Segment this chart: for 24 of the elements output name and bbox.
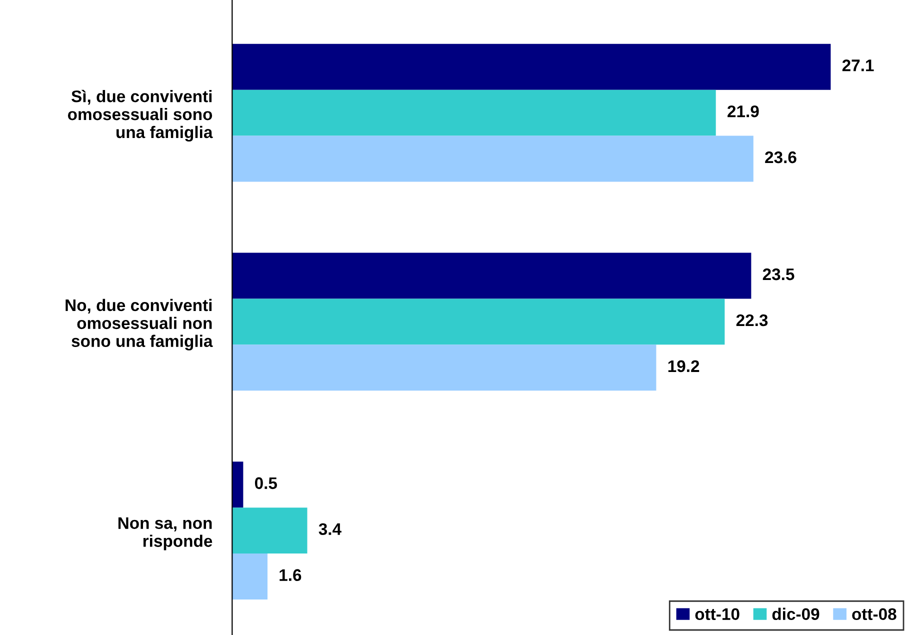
y-tick-label: Non sa, non risponde: [118, 517, 212, 550]
data-label: 3.4: [318, 523, 342, 536]
data-label: 23.5: [762, 268, 794, 280]
data-label: 21.9: [728, 105, 759, 118]
y-tick-label: Sì, due conviventi omosessuali sono una famiglia: [68, 90, 213, 142]
bar: [232, 252, 752, 299]
data-label: 23.6: [765, 151, 796, 164]
legend-label: ott-10: [695, 608, 740, 620]
bar: [232, 554, 268, 600]
bar: [232, 462, 244, 508]
legend-label: ott-08: [852, 608, 896, 620]
data-label: 1.6: [280, 569, 302, 581]
bar: [232, 344, 656, 391]
bar: [232, 90, 716, 136]
legend-label: dic-09: [772, 608, 820, 620]
y-tick-label: No, due conviventi omosessuali non sono una famiglia: [66, 298, 213, 350]
data-label: 0.5: [254, 477, 278, 490]
bar: [232, 136, 754, 182]
data-label: 22.3: [736, 314, 768, 326]
bar: [232, 44, 831, 90]
data-label: 27.1: [842, 60, 874, 72]
bar: [232, 508, 308, 554]
bar: [232, 298, 725, 345]
data-label: 19.2: [668, 360, 700, 372]
